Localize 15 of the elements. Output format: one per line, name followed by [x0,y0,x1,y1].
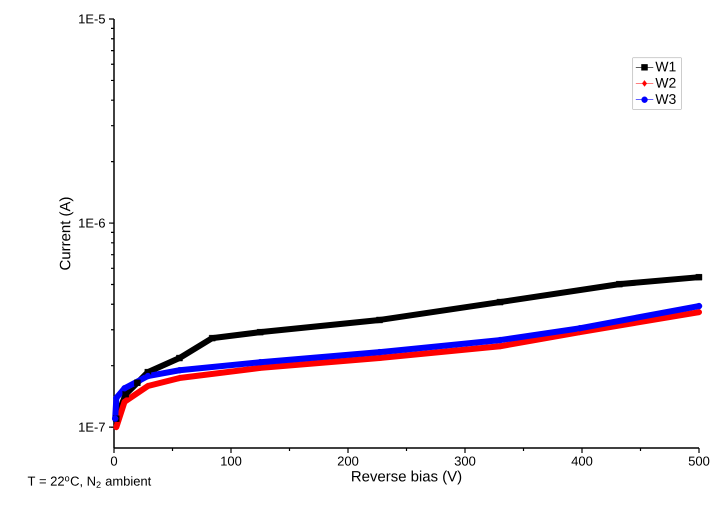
x-tick-label: 400 [571,456,592,466]
text: T = 22$^{o}$C, N$_{2}$ ambient [28,476,152,488]
legend-label: W1 [655,62,676,72]
y-tick-label: 1E-5 [79,14,105,24]
legend-label: W3 [655,94,676,104]
y-tick-label: 1E-7 [79,422,105,432]
x-tick-label: 300 [454,456,476,466]
y-tick-label: 1E-6 [79,218,105,228]
x-tick-label: 200 [338,456,358,466]
x-tick-label: 0 [110,456,118,466]
x-axis-title: Reverse bias (V) [352,470,462,484]
y-axis-title: Current (A) [59,198,74,270]
legend-label: W2 [655,78,676,88]
x-tick-label: 500 [688,456,710,466]
x-tick-label: 100 [221,456,242,466]
